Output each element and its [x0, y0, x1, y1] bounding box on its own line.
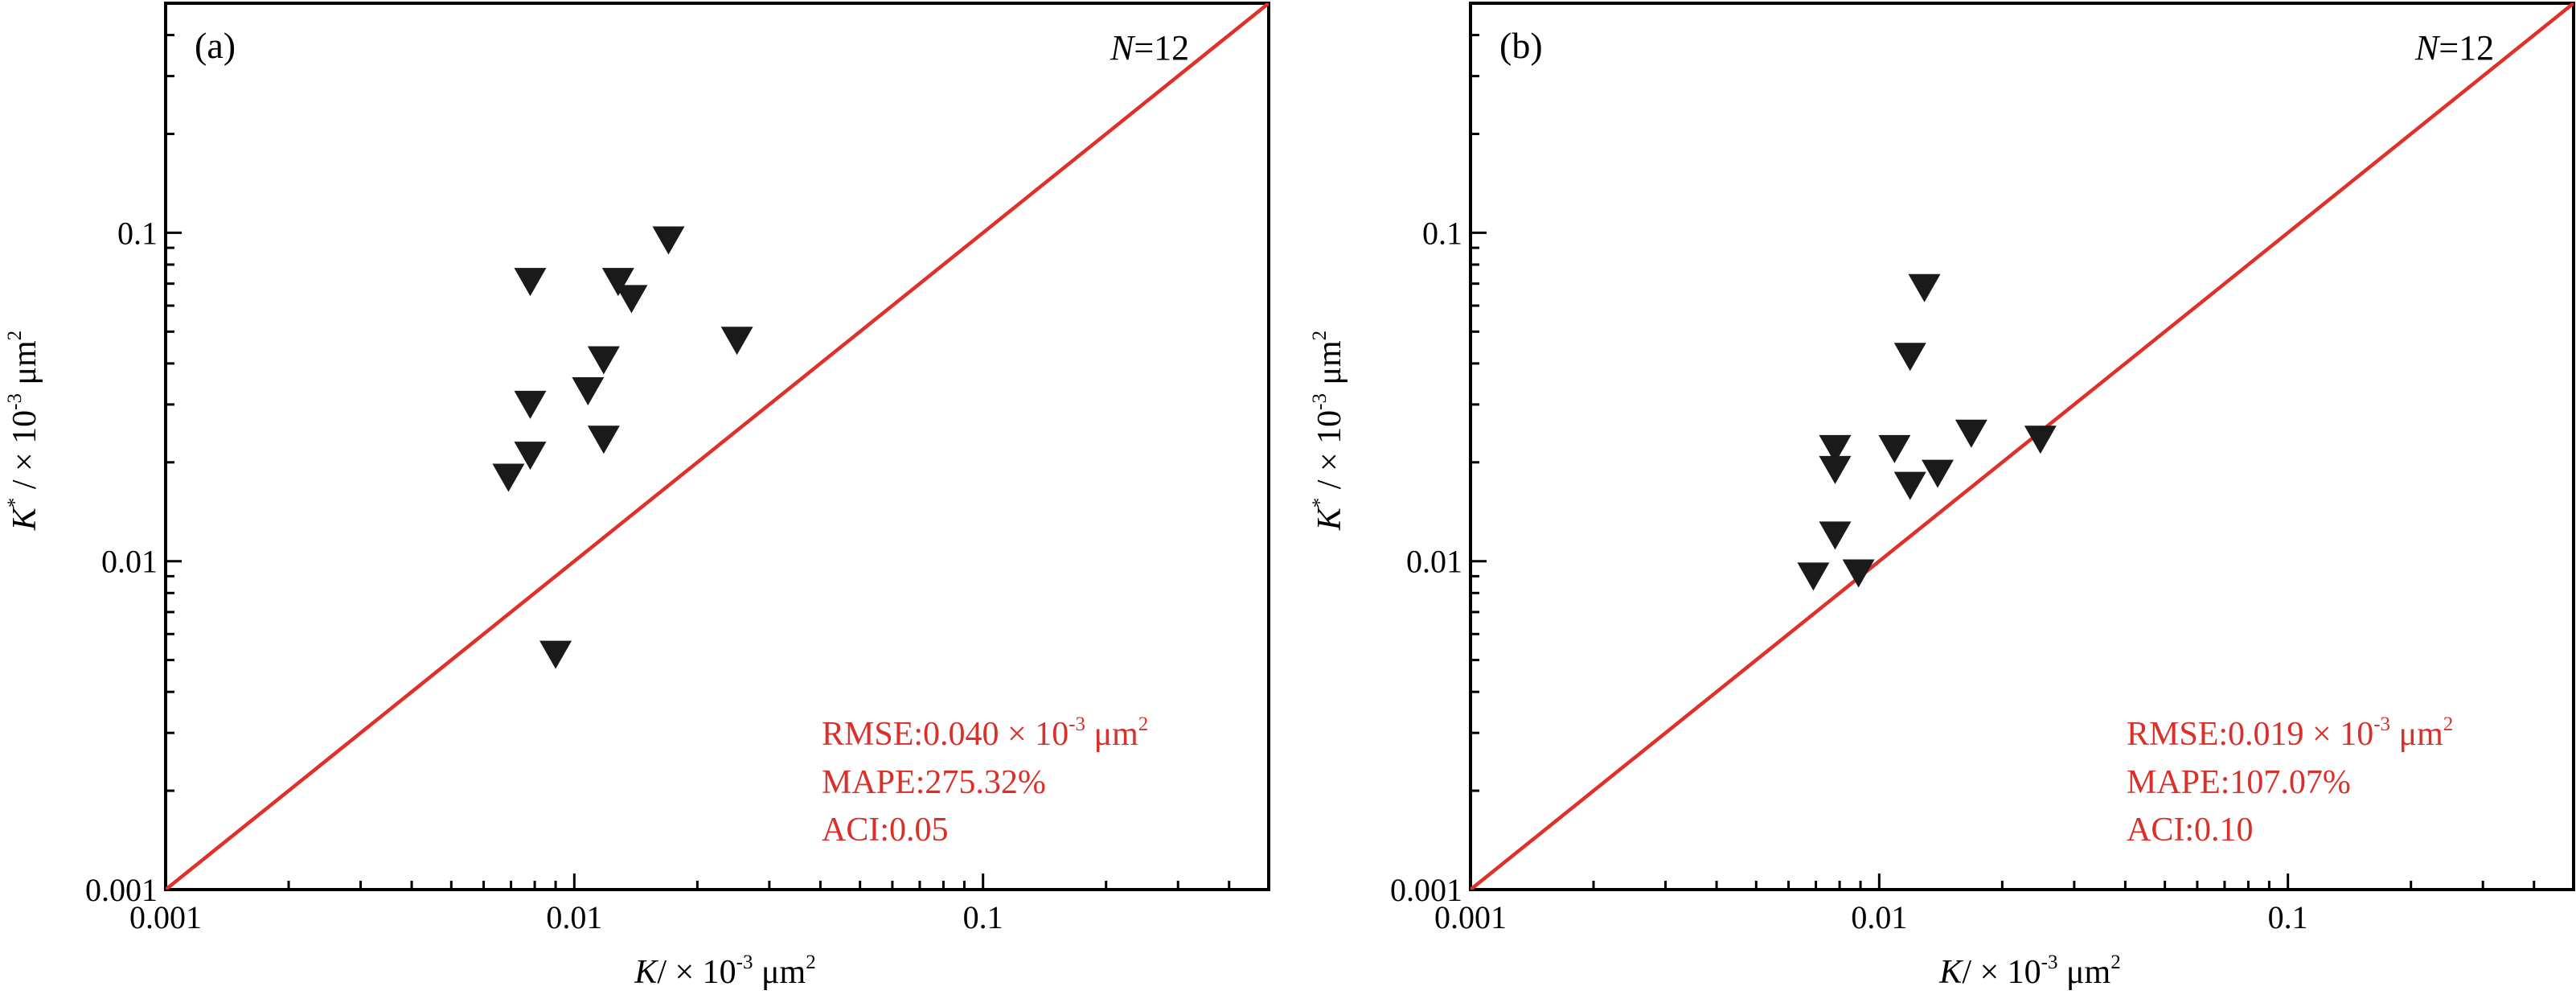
y-axis-label: K* / × 10-3 μm2: [4, 331, 43, 531]
annotation-aci: ACI:0.05: [822, 812, 949, 849]
data-point-triangle: [587, 346, 620, 375]
x-tick-label: 0.01: [546, 899, 602, 935]
data-point-triangle: [1893, 471, 1926, 500]
data-point-triangle: [1878, 434, 1911, 463]
plot-frame: [1469, 2, 2575, 891]
data-point-triangle: [720, 327, 753, 356]
data-point-triangle: [1819, 434, 1852, 463]
data-points: [1797, 273, 2057, 591]
y-tick-label: 0.001: [85, 872, 158, 908]
data-point-triangle: [1893, 343, 1926, 372]
axis-ticks: [1469, 2, 2575, 891]
panel-b: 0.001 0.01 0.1 0.001 0.01 0.1 K/ × 10-3 μm2 K* …: [1309, 2, 2575, 991]
plot-frame: [164, 2, 1270, 891]
data-points: [492, 226, 753, 669]
y-tick-label: 0.1: [117, 215, 158, 251]
data-point-triangle: [601, 268, 634, 297]
data-point-triangle: [1842, 559, 1875, 588]
data-point-triangle: [615, 285, 648, 314]
data-point-triangle: [652, 226, 685, 255]
y-tick-label: 0.1: [1422, 215, 1462, 251]
data-point-triangle: [1819, 455, 1852, 484]
data-point-triangle: [2024, 425, 2057, 454]
data-point-triangle: [514, 442, 547, 471]
data-point-triangle: [539, 640, 572, 669]
data-point-triangle: [1922, 459, 1955, 488]
sample-count-label: N=12: [1110, 28, 1189, 68]
x-axis-label: K/ × 10-3 μm2: [634, 952, 815, 991]
y-tick-label: 0.01: [101, 544, 158, 580]
panel-a: 0.001 0.01 0.1 0.001 0.01 0.1 K/ × 10-3 μm2 K* …: [4, 2, 1270, 991]
x-tick-label: 0.1: [963, 899, 1003, 935]
annotation-aci: ACI:0.10: [2127, 812, 2254, 849]
axis-ticks: [164, 2, 1270, 891]
data-point-triangle: [492, 463, 525, 492]
y-tick-label: 0.01: [1406, 544, 1462, 580]
x-tick-label: 0.001: [129, 899, 202, 935]
reference-line-y-equals-x: [1471, 3, 2574, 890]
x-tick-label: 0.1: [2268, 899, 2308, 935]
data-point-triangle: [587, 425, 620, 454]
data-point-triangle: [514, 390, 547, 419]
x-axis-label: K/ × 10-3 μm2: [1938, 952, 2120, 991]
reference-line-y-equals-x: [166, 3, 1269, 890]
y-tick-label: 0.001: [1390, 872, 1462, 908]
data-point-triangle: [1955, 419, 1987, 448]
annotation-rmse: RMSE:0.040 × 10-3 μm2: [822, 713, 1148, 753]
x-tick-label: 0.001: [1434, 899, 1507, 935]
data-point-triangle: [1908, 273, 1941, 302]
sample-count-label: N=12: [2414, 28, 2494, 68]
x-tick-label: 0.01: [1851, 899, 1907, 935]
data-point-triangle: [572, 376, 605, 405]
panel-label: (a): [195, 25, 236, 66]
data-point-triangle: [1797, 562, 1830, 591]
annotation-mape: MAPE:275.32%: [822, 764, 1046, 801]
y-axis-label: K* / × 10-3 μm2: [1309, 331, 1348, 531]
panel-label: (b): [1499, 25, 1543, 66]
annotation-rmse: RMSE:0.019 × 10-3 μm2: [2127, 713, 2453, 753]
data-point-triangle: [1819, 521, 1852, 550]
annotation-mape: MAPE:107.07%: [2127, 764, 2351, 801]
data-point-triangle: [514, 268, 547, 297]
